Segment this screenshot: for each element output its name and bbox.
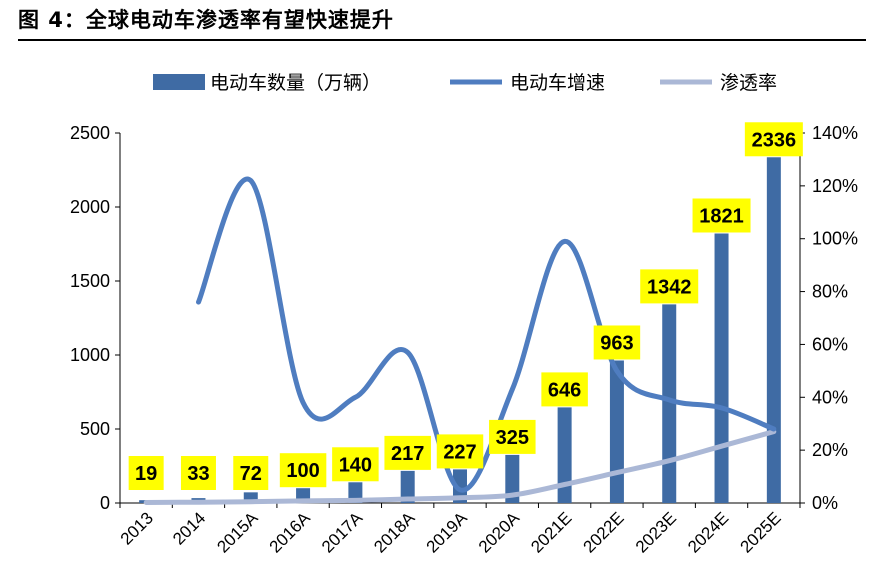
data-label-background — [233, 456, 269, 490]
bar — [453, 469, 467, 503]
penetration-line — [143, 429, 777, 505]
data-label: 2336 — [744, 122, 803, 157]
x-tick-label: 2017A — [318, 508, 367, 557]
x-tick-label: 2018A — [370, 508, 419, 557]
data-label: 217 — [384, 435, 431, 470]
title-underline — [18, 39, 866, 41]
data-label: 72 — [233, 456, 269, 490]
data-label: 963 — [593, 325, 641, 360]
data-label-text: 1821 — [699, 205, 744, 227]
x-tick-label: 2025E — [736, 508, 784, 556]
bars — [139, 157, 781, 503]
data-label-text: 227 — [443, 441, 476, 463]
right-tick-label: 80% — [812, 282, 848, 302]
data-label-background — [436, 434, 484, 469]
x-tick-label: 2021E — [527, 508, 575, 556]
left-tick-label: 2500 — [70, 123, 110, 143]
data-label-background — [593, 325, 641, 360]
data-label-text: 646 — [548, 379, 581, 401]
left-tick-label: 500 — [80, 419, 110, 439]
data-label-background — [332, 447, 379, 482]
bar — [505, 454, 520, 503]
legend: 电动车数量（万辆） 电动车增速 渗透率 — [153, 72, 777, 94]
x-tick-label: 2016A — [266, 508, 315, 557]
right-tick-label: 40% — [812, 387, 848, 407]
x-tick-label: 2022E — [580, 508, 628, 556]
legend-label-penetration: 渗透率 — [720, 72, 777, 94]
x-tick-label: 2023E — [632, 508, 680, 556]
data-label: 140 — [332, 447, 379, 482]
data-label-text: 2336 — [752, 129, 797, 151]
right-tick-label: 120% — [812, 176, 858, 196]
data-label-background — [640, 269, 699, 304]
data-label-background — [279, 453, 327, 488]
right-tick-label: 20% — [812, 440, 848, 460]
data-label-background — [489, 419, 536, 454]
x-tick-label: 2019A — [423, 508, 472, 557]
data-label-background — [180, 456, 216, 490]
legend-label-bar: 电动车数量（万辆） — [210, 72, 381, 94]
lines — [143, 176, 777, 505]
bar — [400, 470, 415, 503]
x-tick-label: 2020A — [475, 508, 524, 557]
data-label: 100 — [279, 453, 327, 488]
data-label: 1821 — [692, 198, 751, 233]
data-label-text: 217 — [391, 443, 424, 465]
data-label-background — [744, 122, 803, 157]
data-label-background — [692, 198, 751, 233]
data-label-text: 140 — [339, 454, 372, 476]
x-tick-label: 2024E — [684, 508, 732, 556]
bar — [662, 304, 677, 503]
left-tick-label: 1000 — [70, 345, 110, 365]
data-label: 227 — [436, 434, 484, 469]
x-tick-label: 2015A — [213, 508, 262, 557]
left-tick-label: 2000 — [70, 197, 110, 217]
data-label-text: 72 — [240, 463, 262, 485]
data-label-background — [541, 372, 588, 407]
data-label: 1342 — [640, 269, 699, 304]
data-label-text: 33 — [187, 463, 209, 485]
right-tick-label: 0% — [812, 493, 838, 513]
x-tick-label: 2013 — [117, 508, 157, 548]
bar — [609, 360, 624, 503]
legend-label-growth: 电动车增速 — [510, 72, 605, 94]
data-label: 33 — [180, 456, 216, 490]
bar — [557, 407, 572, 503]
data-label: 646 — [541, 372, 588, 407]
data-labels: 19 33 72 100 140 217 227 325 646 963 1342 1821 2336 — [128, 122, 803, 490]
data-label-text: 1342 — [647, 276, 692, 298]
right-tick-label: 60% — [812, 334, 848, 354]
bar — [766, 157, 781, 503]
data-label-text: 19 — [135, 463, 157, 485]
data-label-text: 963 — [600, 332, 633, 354]
bar — [714, 233, 729, 503]
figure-title: 图 4：全球电动车渗透率有望快速提升 — [18, 8, 394, 32]
left-tick-label: 1500 — [70, 271, 110, 291]
right-tick-label: 100% — [812, 229, 858, 249]
legend-swatch-bar — [153, 74, 205, 90]
data-label: 325 — [489, 419, 536, 454]
bar — [243, 492, 258, 503]
data-label-background — [384, 435, 431, 470]
data-label: 19 — [128, 456, 164, 490]
data-label-text: 325 — [496, 427, 529, 449]
growth-line — [196, 176, 777, 493]
right-tick-label: 140% — [812, 123, 858, 143]
x-tick-label: 2014 — [169, 508, 209, 548]
data-label-background — [128, 456, 164, 490]
left-tick-label: 0 — [100, 493, 110, 513]
data-label-text: 100 — [286, 460, 319, 482]
